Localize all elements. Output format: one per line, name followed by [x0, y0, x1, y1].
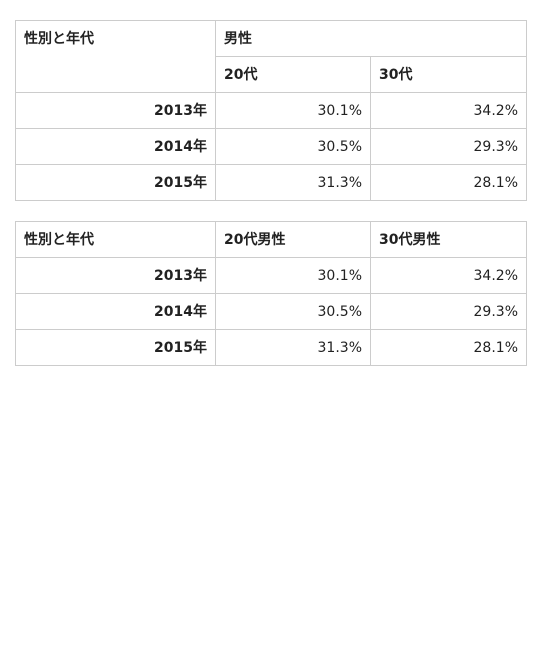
header-row: 性別と年代 男性 — [15, 20, 527, 93]
subheader-30s: 30代 — [370, 56, 527, 93]
table-cell: 28.1% — [370, 164, 527, 201]
page-content: 性別と年代 男性 20代 30代 2013年 30.1% 34.2% 2014年… — [15, 20, 527, 366]
table-cell: 31.3% — [215, 329, 371, 366]
table-row: 2015年 31.3% 28.1% — [15, 164, 527, 201]
group-header-male: 男性 — [215, 20, 527, 57]
table-cell: 31.3% — [215, 164, 371, 201]
header-20s-male: 20代男性 — [215, 221, 371, 258]
table-row: 2014年 30.5% 29.3% — [15, 293, 527, 330]
table-cell: 30.5% — [215, 293, 371, 330]
row-header: 2013年 — [15, 92, 216, 129]
table-grouped-header: 性別と年代 男性 20代 30代 2013年 30.1% 34.2% 2014年… — [15, 20, 527, 201]
corner-header: 性別と年代 — [15, 20, 216, 93]
row-header: 2013年 — [15, 257, 216, 294]
table-row: 2013年 30.1% 34.2% — [15, 257, 527, 294]
subheader-row: 20代 30代 — [16, 56, 527, 93]
table-body: 2013年 30.1% 34.2% 2014年 30.5% 29.3% 2015… — [15, 257, 527, 366]
table-row: 2014年 30.5% 29.3% — [15, 128, 527, 165]
table-flat-header: 性別と年代 20代男性 30代男性 2013年 30.1% 34.2% 2014… — [15, 221, 527, 366]
table-cell: 34.2% — [370, 257, 527, 294]
row-header: 2015年 — [15, 164, 216, 201]
table-cell: 30.5% — [215, 128, 371, 165]
table-cell: 34.2% — [370, 92, 527, 129]
table-body: 2013年 30.1% 34.2% 2014年 30.5% 29.3% 2015… — [15, 92, 527, 201]
table-cell: 30.1% — [215, 92, 371, 129]
corner-header: 性別と年代 — [15, 221, 216, 258]
table-head: 性別と年代 20代男性 30代男性 — [15, 221, 527, 258]
row-header: 2014年 — [15, 293, 216, 330]
table-cell: 29.3% — [370, 128, 527, 165]
table-cell: 30.1% — [215, 257, 371, 294]
table-row: 2015年 31.3% 28.1% — [15, 329, 527, 366]
row-header: 2014年 — [15, 128, 216, 165]
header-row: 性別と年代 20代男性 30代男性 — [15, 221, 527, 258]
table-cell: 29.3% — [370, 293, 527, 330]
table-head: 性別と年代 男性 20代 30代 — [15, 20, 527, 93]
table-row: 2013年 30.1% 34.2% — [15, 92, 527, 129]
header-30s-male: 30代男性 — [370, 221, 527, 258]
row-header: 2015年 — [15, 329, 216, 366]
table-cell: 28.1% — [370, 329, 527, 366]
subheader-20s: 20代 — [215, 56, 371, 93]
